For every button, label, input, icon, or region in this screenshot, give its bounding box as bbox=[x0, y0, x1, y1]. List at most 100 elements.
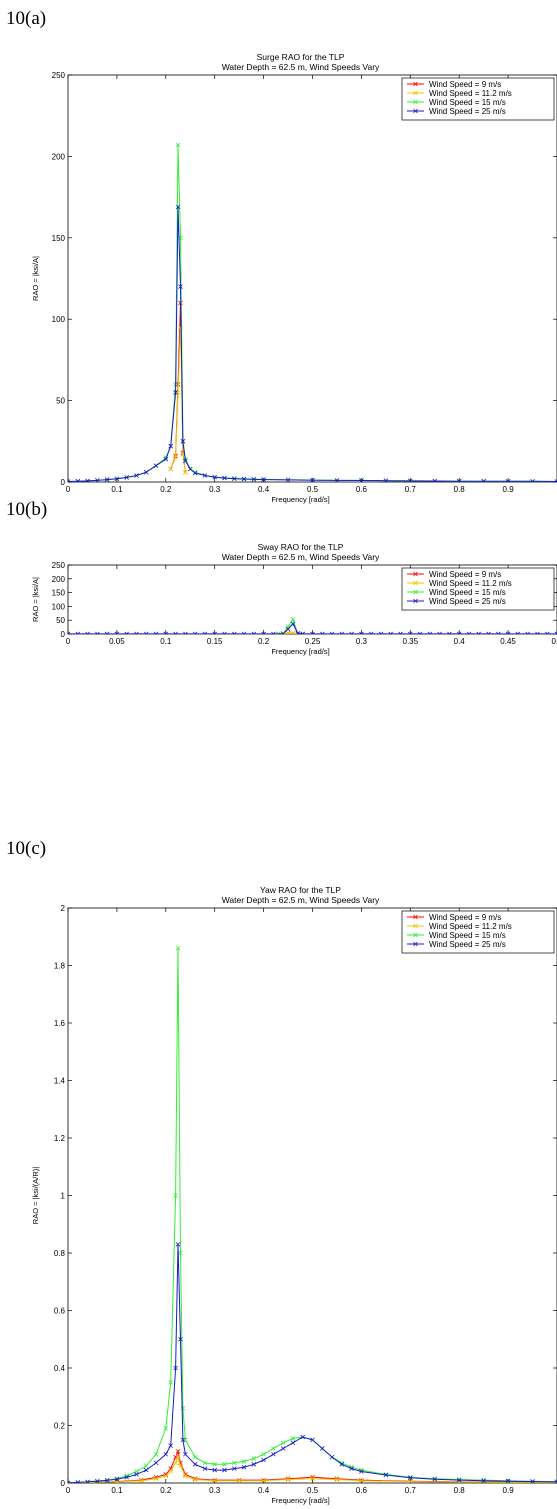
data-point bbox=[261, 1477, 266, 1483]
figure-label-b: 10(b) bbox=[6, 499, 48, 520]
legend-entry-3: Wind Speed = 15 m/s bbox=[429, 588, 506, 597]
legend-entry-2: Wind Speed = 11.2 m/s bbox=[429, 89, 512, 98]
data-point bbox=[168, 1443, 173, 1448]
data-point bbox=[85, 478, 90, 482]
data-point bbox=[481, 478, 486, 482]
data-point bbox=[192, 1477, 198, 1482]
data-point bbox=[68, 631, 71, 634]
data-point bbox=[236, 1478, 242, 1483]
data-point bbox=[408, 1474, 413, 1480]
legend-box bbox=[401, 910, 555, 954]
data-point bbox=[432, 1476, 438, 1481]
data-point bbox=[114, 1476, 120, 1482]
y-tick-label: 0 bbox=[61, 630, 66, 639]
data-point bbox=[251, 631, 257, 634]
data-point bbox=[290, 617, 296, 622]
data-point bbox=[285, 626, 291, 632]
chart-title: Yaw RAO for the TLP bbox=[260, 885, 341, 895]
legend-entry-4: Wind Speed = 25 m/s bbox=[429, 940, 506, 949]
legend-marker bbox=[413, 914, 418, 920]
data-point bbox=[183, 1451, 188, 1457]
data-point bbox=[251, 1456, 257, 1461]
data-point bbox=[241, 1459, 247, 1464]
data-point bbox=[310, 477, 315, 482]
y-tick-label: 1.6 bbox=[54, 1019, 66, 1028]
series-line-4 bbox=[68, 1244, 557, 1483]
data-point bbox=[456, 1477, 462, 1482]
chart-title: Sway RAO for the TLP bbox=[258, 542, 344, 552]
data-point bbox=[408, 1479, 413, 1483]
data-point bbox=[408, 478, 413, 482]
data-point bbox=[505, 631, 511, 634]
data-point bbox=[173, 390, 178, 395]
data-point bbox=[104, 477, 110, 482]
data-point bbox=[163, 1473, 169, 1479]
data-point bbox=[134, 1472, 139, 1477]
data-point bbox=[290, 621, 296, 627]
data-point bbox=[231, 476, 237, 482]
data-point bbox=[153, 1460, 159, 1466]
data-point bbox=[231, 1466, 237, 1471]
data-point bbox=[114, 631, 120, 634]
data-point bbox=[530, 1479, 535, 1483]
y-tick-label: 150 bbox=[52, 234, 66, 243]
data-point bbox=[163, 456, 169, 462]
y-tick-label: 0.2 bbox=[54, 1422, 66, 1431]
legend-box bbox=[401, 77, 555, 121]
x-tick-label: 0.3 bbox=[209, 485, 221, 494]
legend-marker bbox=[413, 99, 418, 105]
data-point bbox=[378, 631, 384, 634]
data-point bbox=[212, 1467, 217, 1473]
data-point bbox=[476, 631, 482, 634]
data-point bbox=[554, 631, 557, 634]
data-point bbox=[319, 1446, 325, 1451]
series-line-2 bbox=[170, 327, 186, 473]
data-point bbox=[329, 1454, 335, 1460]
data-point bbox=[168, 1380, 173, 1385]
x-tick-label: 0.1 bbox=[111, 1486, 123, 1495]
legend-marker bbox=[413, 108, 418, 114]
data-point bbox=[231, 631, 237, 634]
x-tick-label: 0.9 bbox=[503, 1486, 515, 1495]
data-point bbox=[175, 1454, 181, 1460]
data-point bbox=[95, 631, 100, 634]
data-point bbox=[231, 1460, 237, 1466]
y-tick-label: 1 bbox=[61, 1192, 66, 1201]
data-point bbox=[178, 284, 183, 289]
y-axis-label: RAO = |ksi/(A/R)| bbox=[31, 1167, 40, 1224]
data-point bbox=[68, 1480, 71, 1483]
data-point bbox=[339, 1462, 345, 1467]
x-tick-label: 0 bbox=[66, 485, 71, 494]
y-axis-label: RAO = |ksi/A| bbox=[31, 577, 40, 622]
y-tick-label: 50 bbox=[56, 397, 65, 406]
data-point bbox=[505, 1478, 511, 1483]
data-point bbox=[359, 1469, 364, 1474]
data-point bbox=[180, 1437, 186, 1443]
y-tick-label: 2 bbox=[61, 904, 66, 913]
data-point bbox=[183, 631, 188, 634]
data-point bbox=[183, 469, 188, 475]
data-point bbox=[163, 1451, 169, 1457]
data-point bbox=[153, 463, 159, 469]
data-point bbox=[300, 631, 306, 634]
series-group bbox=[68, 142, 557, 482]
data-point bbox=[349, 1466, 354, 1471]
data-point bbox=[202, 473, 208, 478]
data-point bbox=[261, 1451, 266, 1457]
data-point bbox=[95, 478, 100, 482]
y-tick-label: 0.4 bbox=[54, 1364, 66, 1373]
data-point bbox=[359, 1477, 364, 1483]
data-point bbox=[280, 1446, 286, 1451]
data-point bbox=[261, 631, 266, 634]
data-point bbox=[68, 479, 71, 482]
x-tick-label: 0.5 bbox=[551, 637, 557, 646]
y-tick-label: 200 bbox=[52, 575, 66, 584]
data-point bbox=[447, 631, 452, 634]
data-point bbox=[202, 1460, 208, 1466]
y-tick-label: 250 bbox=[52, 71, 66, 80]
plot-area bbox=[67, 907, 557, 1484]
legend-entry-3: Wind Speed = 15 m/s bbox=[429, 931, 506, 940]
data-point bbox=[192, 1462, 198, 1467]
data-point bbox=[212, 1478, 217, 1483]
